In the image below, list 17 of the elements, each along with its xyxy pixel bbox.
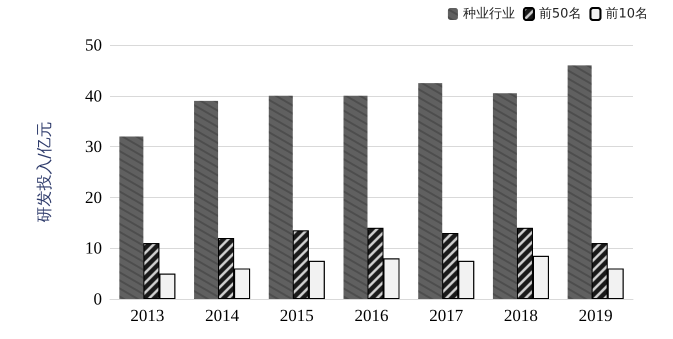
legend-label: 种业行业	[462, 6, 515, 22]
x-tick-label: 2013	[130, 306, 164, 325]
legend-label: 前50名	[538, 6, 582, 22]
x-tick-label: 2016	[354, 306, 388, 325]
x-tick-label: 2019	[578, 306, 613, 325]
y-tick-label: 40	[85, 86, 102, 106]
y-axis-title: 研发投入/亿元	[34, 121, 54, 223]
y-tick-label: 30	[85, 137, 102, 156]
legend-label: 前10名	[605, 6, 648, 22]
y-tick-label: 20	[85, 188, 102, 207]
y-tick-label: 0	[94, 290, 102, 308]
x-tick-label: 2017	[429, 306, 464, 325]
x-tick-label: 2015	[280, 306, 314, 325]
y-tick-label: 50	[85, 36, 102, 54]
x-tick-label: 2014	[205, 306, 240, 325]
y-tick-label: 10	[85, 238, 102, 258]
x-tick-label: 2018	[504, 306, 538, 325]
